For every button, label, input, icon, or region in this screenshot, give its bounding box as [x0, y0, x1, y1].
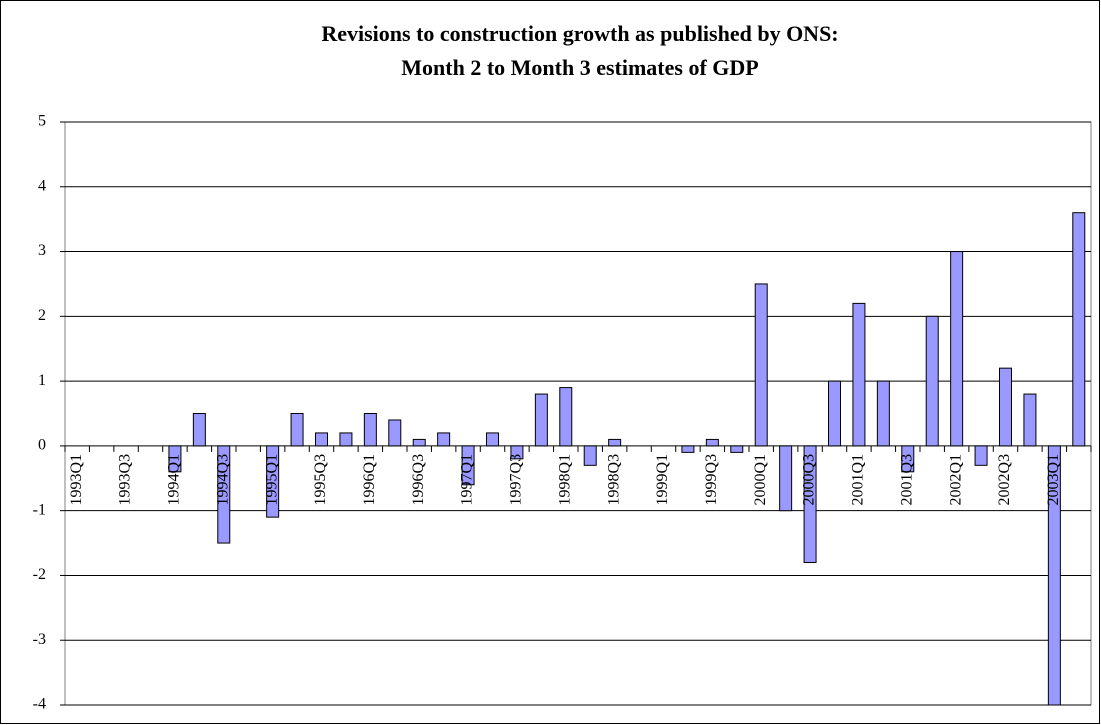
y-tick-label: -1 [33, 501, 46, 518]
bar [315, 432, 328, 447]
bar [852, 302, 866, 447]
bar [1072, 212, 1086, 447]
y-tick-label: -2 [33, 566, 46, 583]
x-tick-label: 1993Q3 [117, 454, 134, 506]
bar [192, 413, 206, 447]
x-tick-label: 2002Q3 [996, 454, 1013, 506]
x-tick-label: 1998Q1 [556, 454, 573, 506]
bar [461, 445, 475, 486]
x-tick-label: 1994Q3 [214, 454, 231, 506]
y-tick-label: -3 [33, 631, 46, 648]
bar [266, 445, 280, 518]
x-tick-label: 2002Q1 [947, 454, 964, 506]
x-tick-label: 2000Q1 [752, 454, 769, 506]
bar [730, 445, 744, 453]
bar [168, 445, 182, 473]
bar [217, 445, 231, 544]
bar [999, 367, 1012, 447]
x-tick-label: 1999Q3 [703, 454, 720, 506]
y-tick-label: 3 [38, 242, 46, 259]
chart-title: Revisions to construction growth as publ… [321, 21, 838, 46]
bar [339, 432, 353, 447]
bar [1047, 445, 1061, 706]
bar [486, 432, 499, 447]
y-tick-label: 5 [38, 113, 46, 130]
bar [705, 438, 719, 447]
bar [437, 432, 451, 447]
x-tick-label: 1996Q1 [361, 454, 378, 506]
bar [559, 387, 573, 447]
x-tick-label: 1998Q3 [605, 454, 622, 506]
bar [876, 380, 890, 447]
bar [828, 380, 841, 447]
x-tick-label: 1995Q1 [263, 454, 280, 506]
bar [681, 445, 695, 453]
bar [779, 445, 793, 512]
bar [901, 445, 915, 473]
x-tick-label: 1993Q1 [68, 454, 85, 506]
bar [534, 393, 548, 447]
x-tick-label: 2001Q3 [898, 454, 915, 506]
plot-area [64, 121, 1092, 706]
bar [974, 445, 988, 466]
chart-title: Month 2 to Month 3 estimates of GDP [401, 55, 758, 80]
bar [754, 283, 768, 447]
y-tick-label: -4 [33, 696, 46, 713]
bar [412, 438, 426, 447]
y-tick-label: 0 [38, 437, 46, 454]
x-tick-label: 1999Q1 [654, 454, 671, 506]
x-tick-label: 2003Q1 [1045, 454, 1062, 506]
x-tick-label: 2001Q1 [850, 454, 867, 506]
y-tick-label: 1 [38, 372, 46, 389]
bar [950, 251, 964, 447]
bar [290, 413, 304, 447]
x-tick-label: 2000Q3 [801, 454, 818, 506]
x-tick-label: 1997Q1 [459, 454, 476, 506]
x-tick-label: 1995Q3 [312, 454, 329, 506]
y-tick-label: 2 [38, 307, 46, 324]
bar [510, 445, 524, 460]
x-tick-label: 1994Q1 [166, 454, 183, 506]
bar [583, 445, 597, 466]
bar [363, 413, 377, 447]
bar [925, 315, 939, 447]
x-tick-label: 1996Q3 [410, 454, 427, 506]
y-tick-label: 4 [38, 177, 46, 194]
bar [608, 438, 622, 447]
x-tick-label: 1997Q3 [508, 454, 525, 506]
bar [1023, 393, 1037, 447]
bar [388, 419, 402, 447]
bar [803, 445, 817, 563]
